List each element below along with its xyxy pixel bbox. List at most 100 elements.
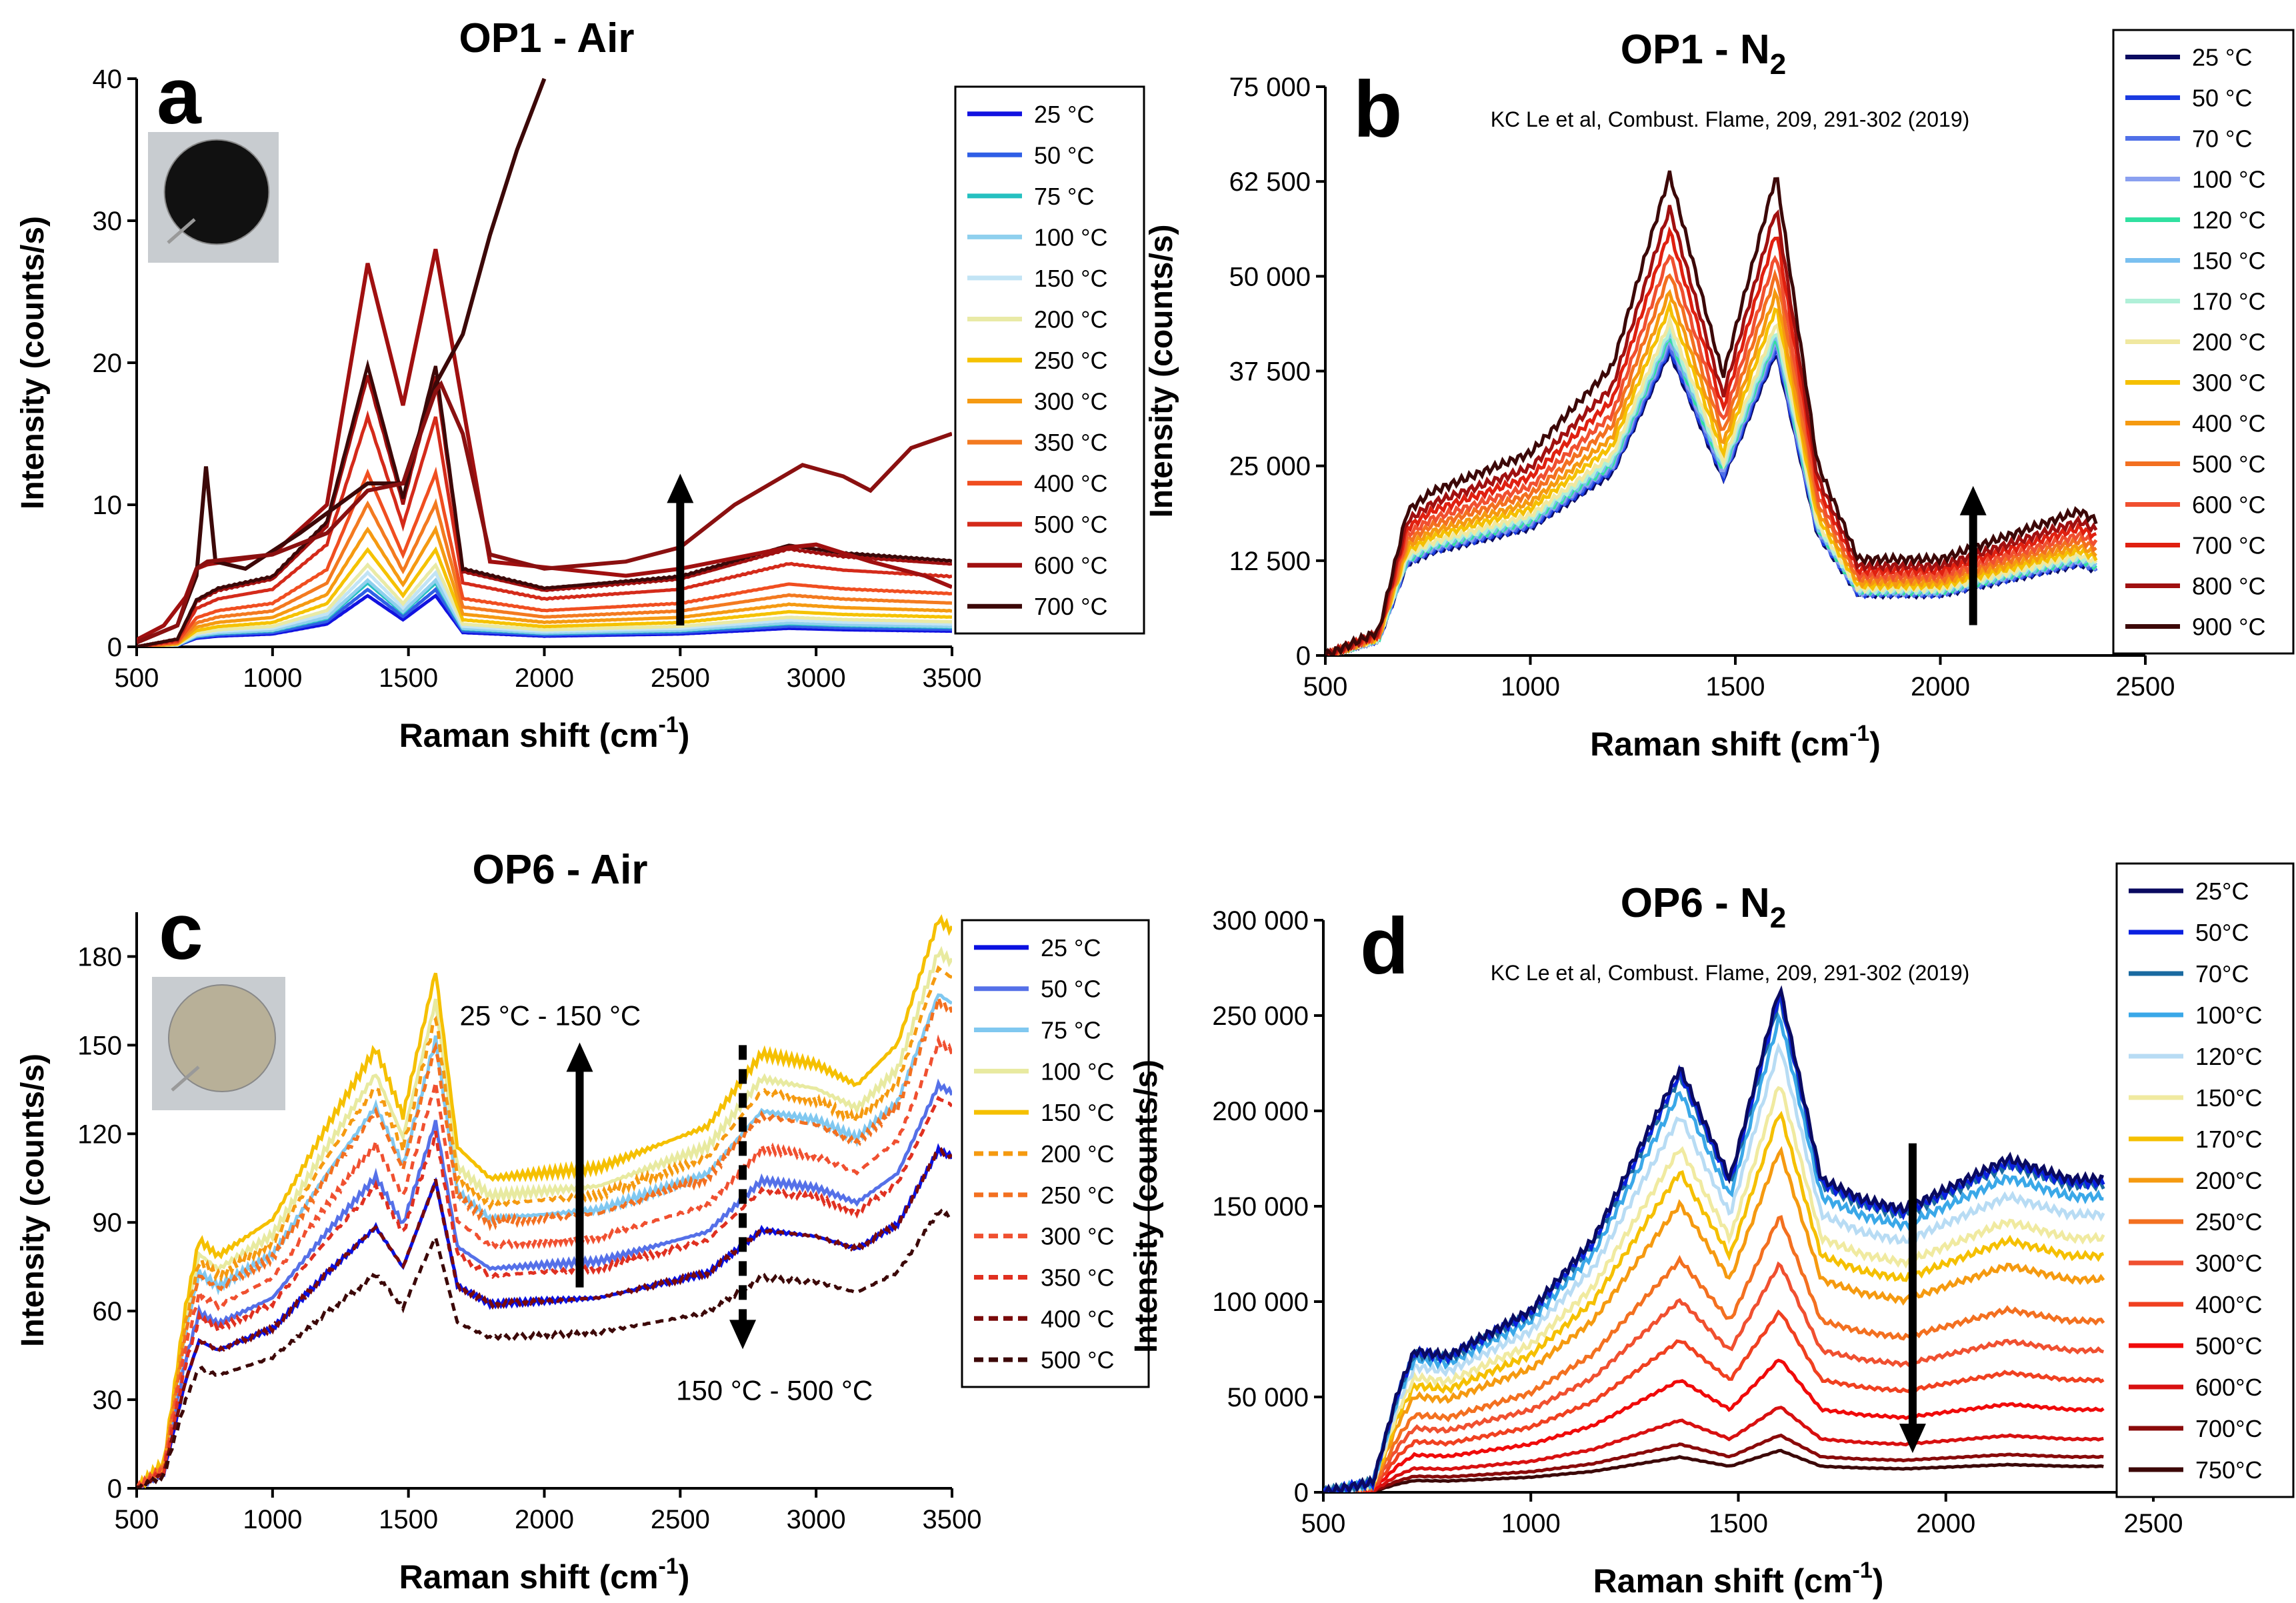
y-axis-label: Intensity (counts/s): [15, 216, 51, 509]
series-line-10: [1325, 287, 2097, 655]
legend-item-label: 300 °C: [1041, 1223, 1114, 1250]
legend-item-label: 150°C: [2195, 1084, 2262, 1112]
series-line-15: [1325, 170, 2098, 655]
legend-item-label: 500°C: [2195, 1332, 2262, 1360]
series-line-5: [137, 914, 952, 1488]
plot-area: [137, 914, 952, 1488]
legend-item-label: 100 °C: [2192, 166, 2265, 193]
chart-title-text: OP6 - N: [1621, 880, 1770, 926]
series-line-7: [1323, 1110, 2105, 1492]
panel-letter: c: [159, 887, 203, 976]
y-tick-label: 40: [93, 65, 123, 94]
series-line-10: [1323, 1261, 2105, 1492]
trend-arrow-head: [1899, 1424, 1926, 1454]
x-tick-label: 3500: [923, 663, 982, 693]
series-line-9: [1325, 299, 2098, 655]
series-line-13: [1323, 1406, 2104, 1492]
plot-area: [1323, 985, 2105, 1492]
legend-item-label: 600 °C: [2192, 491, 2265, 519]
chart-title-text: OP1 - N: [1621, 27, 1770, 73]
legend-item-label: 50°C: [2195, 919, 2249, 946]
legend-item-label: 120°C: [2195, 1043, 2262, 1070]
x-tick-label: 1500: [1706, 672, 1765, 701]
trend-arrow-down-label: 150 °C - 500 °C: [676, 1374, 873, 1406]
legend-item-label: 200°C: [2195, 1167, 2262, 1194]
chart-title-text: OP6 - Air: [473, 847, 648, 893]
panel-letter: d: [1360, 902, 1409, 991]
series-line-12: [1323, 1358, 2105, 1492]
legend-item-label: 400°C: [2195, 1291, 2262, 1318]
y-tick-label: 62 500: [1229, 167, 1311, 197]
x-tick-label: 2500: [651, 1505, 710, 1534]
chart-title: OP6 - N2: [1621, 880, 1786, 934]
plot-area: [137, 77, 952, 647]
legend-item-label: 100°C: [2195, 1002, 2262, 1029]
x-tick-label: 2500: [2116, 672, 2175, 701]
y-tick-label: 60: [93, 1297, 123, 1326]
x-tick-label: 1000: [243, 663, 302, 693]
x-tick-label: 2500: [651, 663, 710, 693]
chart-title-text: OP1 - Air: [459, 15, 635, 61]
chart-title: OP1 - Air: [459, 15, 635, 61]
legend-item-label: 250°C: [2195, 1208, 2262, 1236]
y-tick-label: 0: [107, 1474, 122, 1504]
x-axis-label-text: Raman shift (cm: [1590, 725, 1849, 763]
y-axis-label: Intensity (counts/s): [1144, 224, 1179, 517]
citation-text: KC Le et al, Combust. Flame, 209, 291-30…: [1491, 961, 1970, 985]
citation-text: KC Le et al, Combust. Flame, 209, 291-30…: [1491, 107, 1970, 131]
y-tick-label: 150 000: [1212, 1192, 1309, 1222]
y-axis-label: Intensity (counts/s): [1129, 1060, 1164, 1353]
series-line-11: [137, 410, 952, 647]
x-tick-label: 2000: [1916, 1509, 1975, 1538]
panel-b: 500 1000 1500 2000 2500 0 12 500 25 000 37 500 50…: [1144, 27, 2295, 763]
plot-area: [1325, 170, 2098, 655]
x-axis-label-end: ): [679, 717, 690, 754]
y-tick-label: 25 000: [1229, 452, 1311, 481]
x-axis-label: Raman shift (cm-1): [1590, 721, 1881, 763]
series-line-6: [137, 562, 952, 647]
series-line-13: [137, 359, 952, 647]
y-tick-label: 50 000: [1229, 262, 1311, 291]
y-tick-label: 300 000: [1212, 906, 1309, 936]
series-line-6: [1325, 332, 2098, 655]
legend: 25°C 50°C 70°C 100°C 120°C 150°C 170°C 200°C 250…: [2115, 862, 2295, 1498]
series-line-6: [1323, 1086, 2105, 1492]
trend-arrow-down-head: [729, 1320, 757, 1350]
legend-item-label: 300 °C: [2192, 369, 2265, 397]
y-tick-label: 100 000: [1212, 1288, 1309, 1317]
trend-arrow-head: [1959, 485, 1987, 515]
y-tick-label: 0: [107, 633, 122, 662]
y-tick-label: 0: [1296, 641, 1311, 671]
x-tick-label: 1000: [1501, 1509, 1561, 1538]
x-tick-label: 3000: [787, 663, 846, 693]
legend-item-label: 500 °C: [1041, 1346, 1114, 1374]
legend-item-label: 170°C: [2195, 1126, 2262, 1153]
legend-item-label: 400 °C: [1041, 1305, 1114, 1332]
legend-item-label: 500 °C: [2192, 451, 2265, 478]
y-tick-label: 180: [77, 942, 122, 972]
x-tick-label: 2000: [515, 1505, 574, 1534]
x-axis-label-text: Raman shift (cm: [1593, 1562, 1853, 1600]
y-tick-label: 30: [93, 1386, 123, 1415]
legend-item-label: 75 °C: [1041, 1017, 1101, 1044]
legend-item-label: 500 °C: [1034, 511, 1107, 538]
legend-item-label: 150 °C: [1041, 1099, 1114, 1126]
x-axis-label-superscript: -1: [659, 1554, 679, 1579]
y-axis-label: Intensity (counts/s): [15, 1054, 51, 1347]
legend-item-label: 600°C: [2195, 1374, 2262, 1401]
y-tick-label: 20: [93, 349, 123, 378]
legend-item-label: 400 °C: [1034, 470, 1107, 497]
x-axis-label-superscript: -1: [1849, 721, 1869, 746]
series-line-10: [137, 466, 952, 647]
legend-item-label: 700 °C: [2192, 532, 2265, 559]
series-line-13: [1325, 226, 2097, 655]
filter-tab-icon: [167, 218, 196, 244]
legend-item-label: 150 °C: [2192, 247, 2265, 275]
x-axis-label-end: ): [1869, 725, 1881, 763]
y-tick-label: 12 500: [1229, 547, 1311, 576]
legend-item-label: 50 °C: [1041, 976, 1101, 1003]
series-line-8: [137, 1034, 952, 1488]
series-line-7: [1325, 324, 2097, 655]
y-tick-label: 150: [77, 1031, 122, 1060]
series-line-9: [1323, 1215, 2105, 1492]
